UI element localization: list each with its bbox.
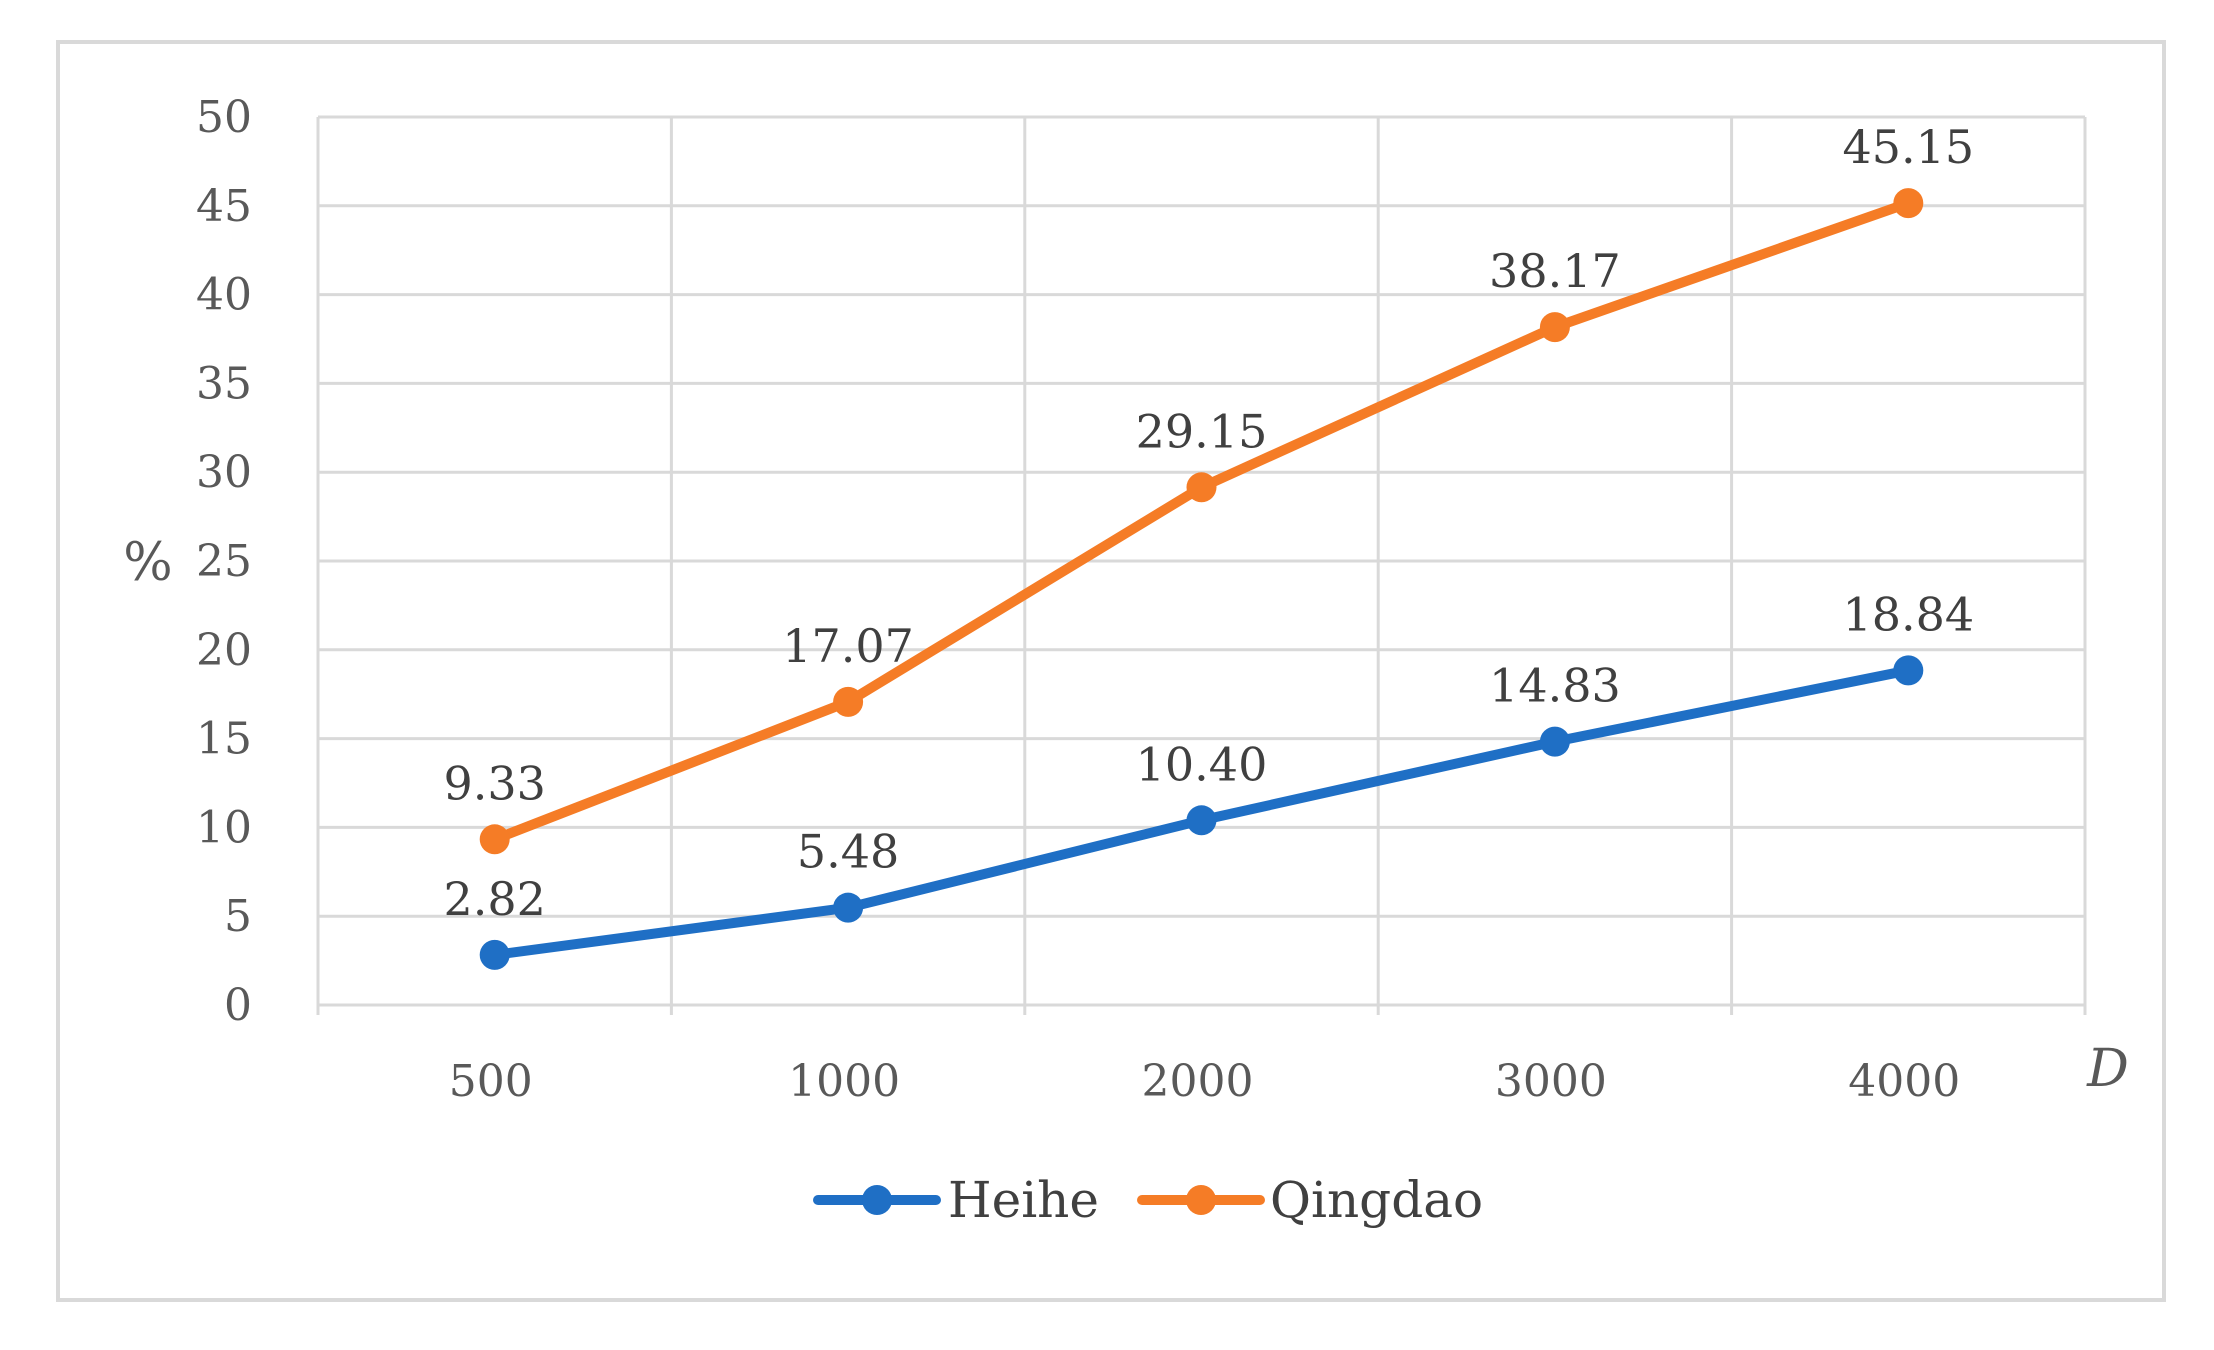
data-point-qingdao [833, 686, 864, 717]
data-point-qingdao [1186, 472, 1217, 503]
data-label-qingdao: 29.15 [1136, 404, 1268, 458]
data-label-heihe: 14.83 [1489, 659, 1621, 713]
x-tick-label: 2000 [1142, 1056, 1254, 1107]
y-tick-label: 5 [224, 891, 252, 942]
y-tick-label: 15 [196, 714, 252, 765]
y-tick-label: 50 [196, 92, 252, 143]
x-axis-title: D [2086, 1039, 2129, 1099]
y-tick-label: 30 [196, 447, 252, 498]
legend-item-qingdao: Qingdao [1137, 1171, 1483, 1229]
legend-label: Qingdao [1270, 1171, 1483, 1229]
x-tick-label: 1000 [788, 1056, 900, 1107]
legend-label: Heihe [948, 1171, 1099, 1229]
data-label-heihe: 10.40 [1136, 737, 1268, 791]
data-labels: 2.82 5.48 10.40 14.83 18.84 9.33 17.07 29.15 38.… [443, 120, 1974, 926]
y-tick-label: 45 [196, 181, 252, 232]
data-point-heihe [1539, 726, 1570, 757]
data-point-heihe [1893, 655, 1924, 686]
data-point-heihe [1186, 805, 1217, 836]
data-label-qingdao: 9.33 [443, 756, 545, 810]
legend: Heihe Qingdao [813, 1171, 1483, 1229]
y-tick-label: 20 [196, 625, 252, 676]
grid-lines [316, 115, 2087, 1015]
data-label-qingdao: 38.17 [1489, 244, 1621, 298]
y-axis-title: % [123, 533, 172, 593]
data-point-qingdao [479, 824, 510, 855]
data-label-heihe: 18.84 [1842, 587, 1974, 641]
x-axis-tick-labels: 500 1000 2000 3000 4000 [449, 1056, 1961, 1107]
data-point-heihe [833, 892, 864, 923]
y-tick-label: 10 [196, 802, 252, 853]
chart-frame [56, 40, 2166, 1302]
data-label-qingdao: 45.15 [1842, 120, 1974, 174]
data-point-heihe [479, 939, 510, 970]
data-point-qingdao [1893, 188, 1924, 219]
y-axis-tick-labels: 0 5 10 15 20 25 30 35 40 45 50 [196, 92, 252, 1031]
x-tick-label: 4000 [1848, 1056, 1960, 1107]
y-tick-label: 35 [196, 358, 252, 409]
data-label-heihe: 5.48 [797, 825, 899, 879]
data-label-qingdao: 17.07 [782, 619, 914, 673]
series-lines [479, 188, 1924, 970]
y-tick-label: 40 [196, 270, 252, 321]
legend-swatch-marker [1186, 1185, 1216, 1215]
legend-item-heihe: Heihe [813, 1171, 1099, 1229]
y-tick-label: 25 [196, 536, 252, 587]
data-label-heihe: 2.82 [443, 872, 545, 926]
legend-swatch-marker [862, 1185, 892, 1215]
data-point-qingdao [1539, 312, 1570, 343]
x-tick-label: 3000 [1495, 1056, 1607, 1107]
y-tick-label: 0 [224, 980, 252, 1031]
x-tick-label: 500 [449, 1056, 533, 1107]
